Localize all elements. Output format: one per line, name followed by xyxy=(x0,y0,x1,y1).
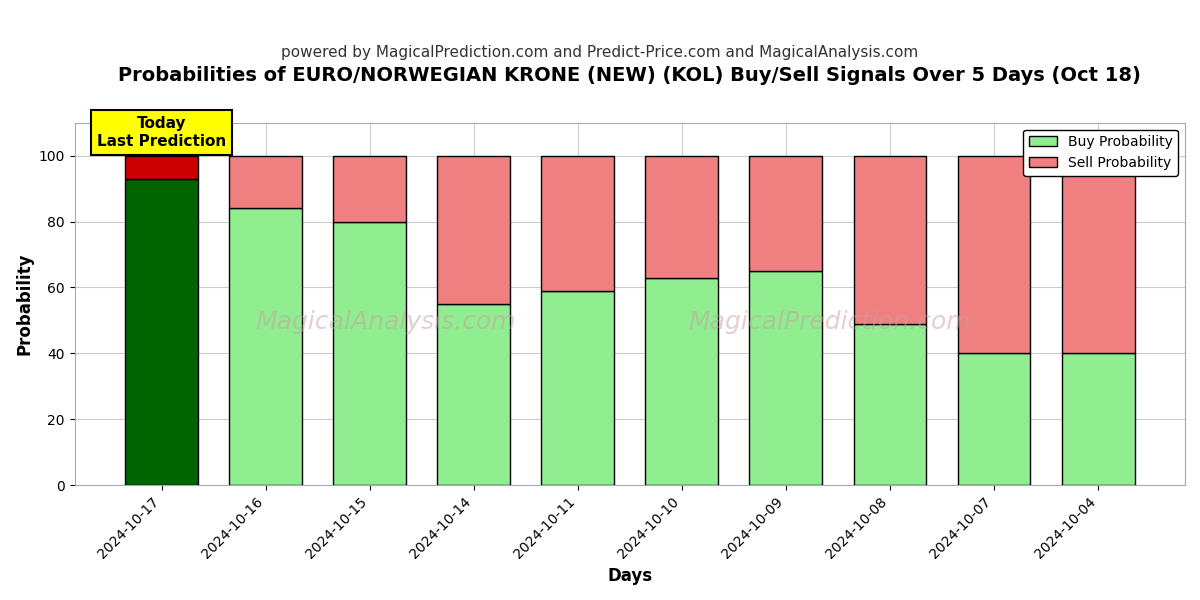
Legend: Buy Probability, Sell Probability: Buy Probability, Sell Probability xyxy=(1024,130,1178,176)
Bar xyxy=(750,155,822,271)
Y-axis label: Probability: Probability xyxy=(16,253,34,355)
X-axis label: Days: Days xyxy=(607,567,653,585)
Bar xyxy=(125,179,198,485)
Bar xyxy=(437,304,510,485)
Bar xyxy=(541,291,614,485)
Bar xyxy=(125,155,198,179)
Bar xyxy=(646,155,719,278)
Bar xyxy=(541,155,614,291)
Bar xyxy=(750,271,822,485)
Bar xyxy=(229,208,302,485)
Bar xyxy=(958,353,1031,485)
Bar xyxy=(958,155,1031,353)
Title: Probabilities of EURO/NORWEGIAN KRONE (NEW) (KOL) Buy/Sell Signals Over 5 Days (: Probabilities of EURO/NORWEGIAN KRONE (N… xyxy=(119,66,1141,85)
Text: MagicalPrediction.com: MagicalPrediction.com xyxy=(689,310,971,334)
Bar xyxy=(1062,353,1134,485)
Bar xyxy=(437,155,510,304)
Bar xyxy=(646,278,719,485)
Bar xyxy=(334,155,406,221)
Bar xyxy=(853,155,926,323)
Bar xyxy=(334,221,406,485)
Bar xyxy=(229,155,302,208)
Text: Today
Last Prediction: Today Last Prediction xyxy=(97,116,226,149)
Bar xyxy=(853,323,926,485)
Text: MagicalAnalysis.com: MagicalAnalysis.com xyxy=(256,310,516,334)
Bar xyxy=(1062,155,1134,353)
Text: powered by MagicalPrediction.com and Predict-Price.com and MagicalAnalysis.com: powered by MagicalPrediction.com and Pre… xyxy=(281,45,919,60)
